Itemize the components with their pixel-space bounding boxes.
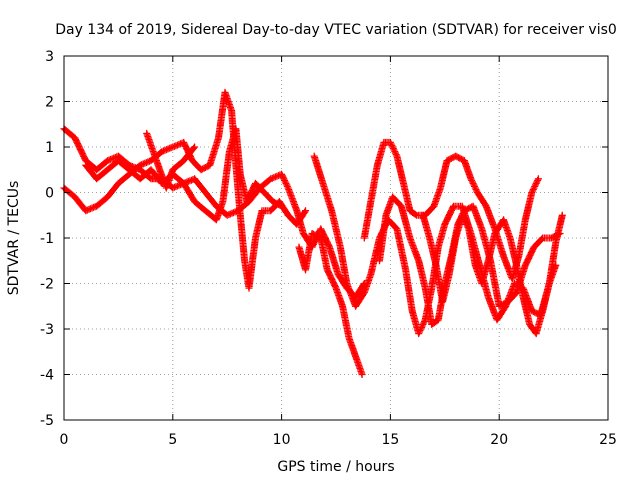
series-s5 [295, 230, 366, 378]
y-tick-label: -1 [40, 231, 54, 247]
x-tick-label: 25 [599, 432, 617, 448]
y-axis-label: SDTVAR / TECUs [6, 181, 22, 296]
x-axis-label: GPS time / hours [277, 459, 394, 475]
y-tick-label: -5 [40, 413, 54, 429]
series-s4 [143, 129, 199, 192]
series-markers [419, 211, 560, 338]
y-tick-label: 2 [45, 95, 54, 111]
series-markers [143, 129, 199, 192]
x-tick-label: 0 [60, 432, 69, 448]
y-tick-label: 3 [45, 49, 54, 65]
x-tick-label: 10 [273, 432, 291, 448]
y-tick-label: -3 [40, 322, 54, 338]
y-tick-label: 0 [45, 186, 54, 202]
y-tick-label: 1 [45, 140, 54, 156]
series-markers [82, 125, 286, 224]
series-markers [360, 138, 542, 283]
series-s3 [82, 125, 286, 224]
chart-title: Day 134 of 2019, Sidereal Day-to-day VTE… [55, 22, 617, 38]
series-s7 [360, 138, 542, 283]
x-tick-label: 20 [490, 432, 508, 448]
plot-frame [63, 55, 609, 421]
data-series [60, 88, 566, 378]
x-tick-label: 15 [381, 432, 399, 448]
y-tick-label: -4 [40, 368, 54, 384]
series-s9 [419, 211, 560, 338]
series-markers [295, 230, 366, 378]
y-tick-label: -2 [40, 277, 54, 293]
x-tick-label: 5 [168, 432, 177, 448]
